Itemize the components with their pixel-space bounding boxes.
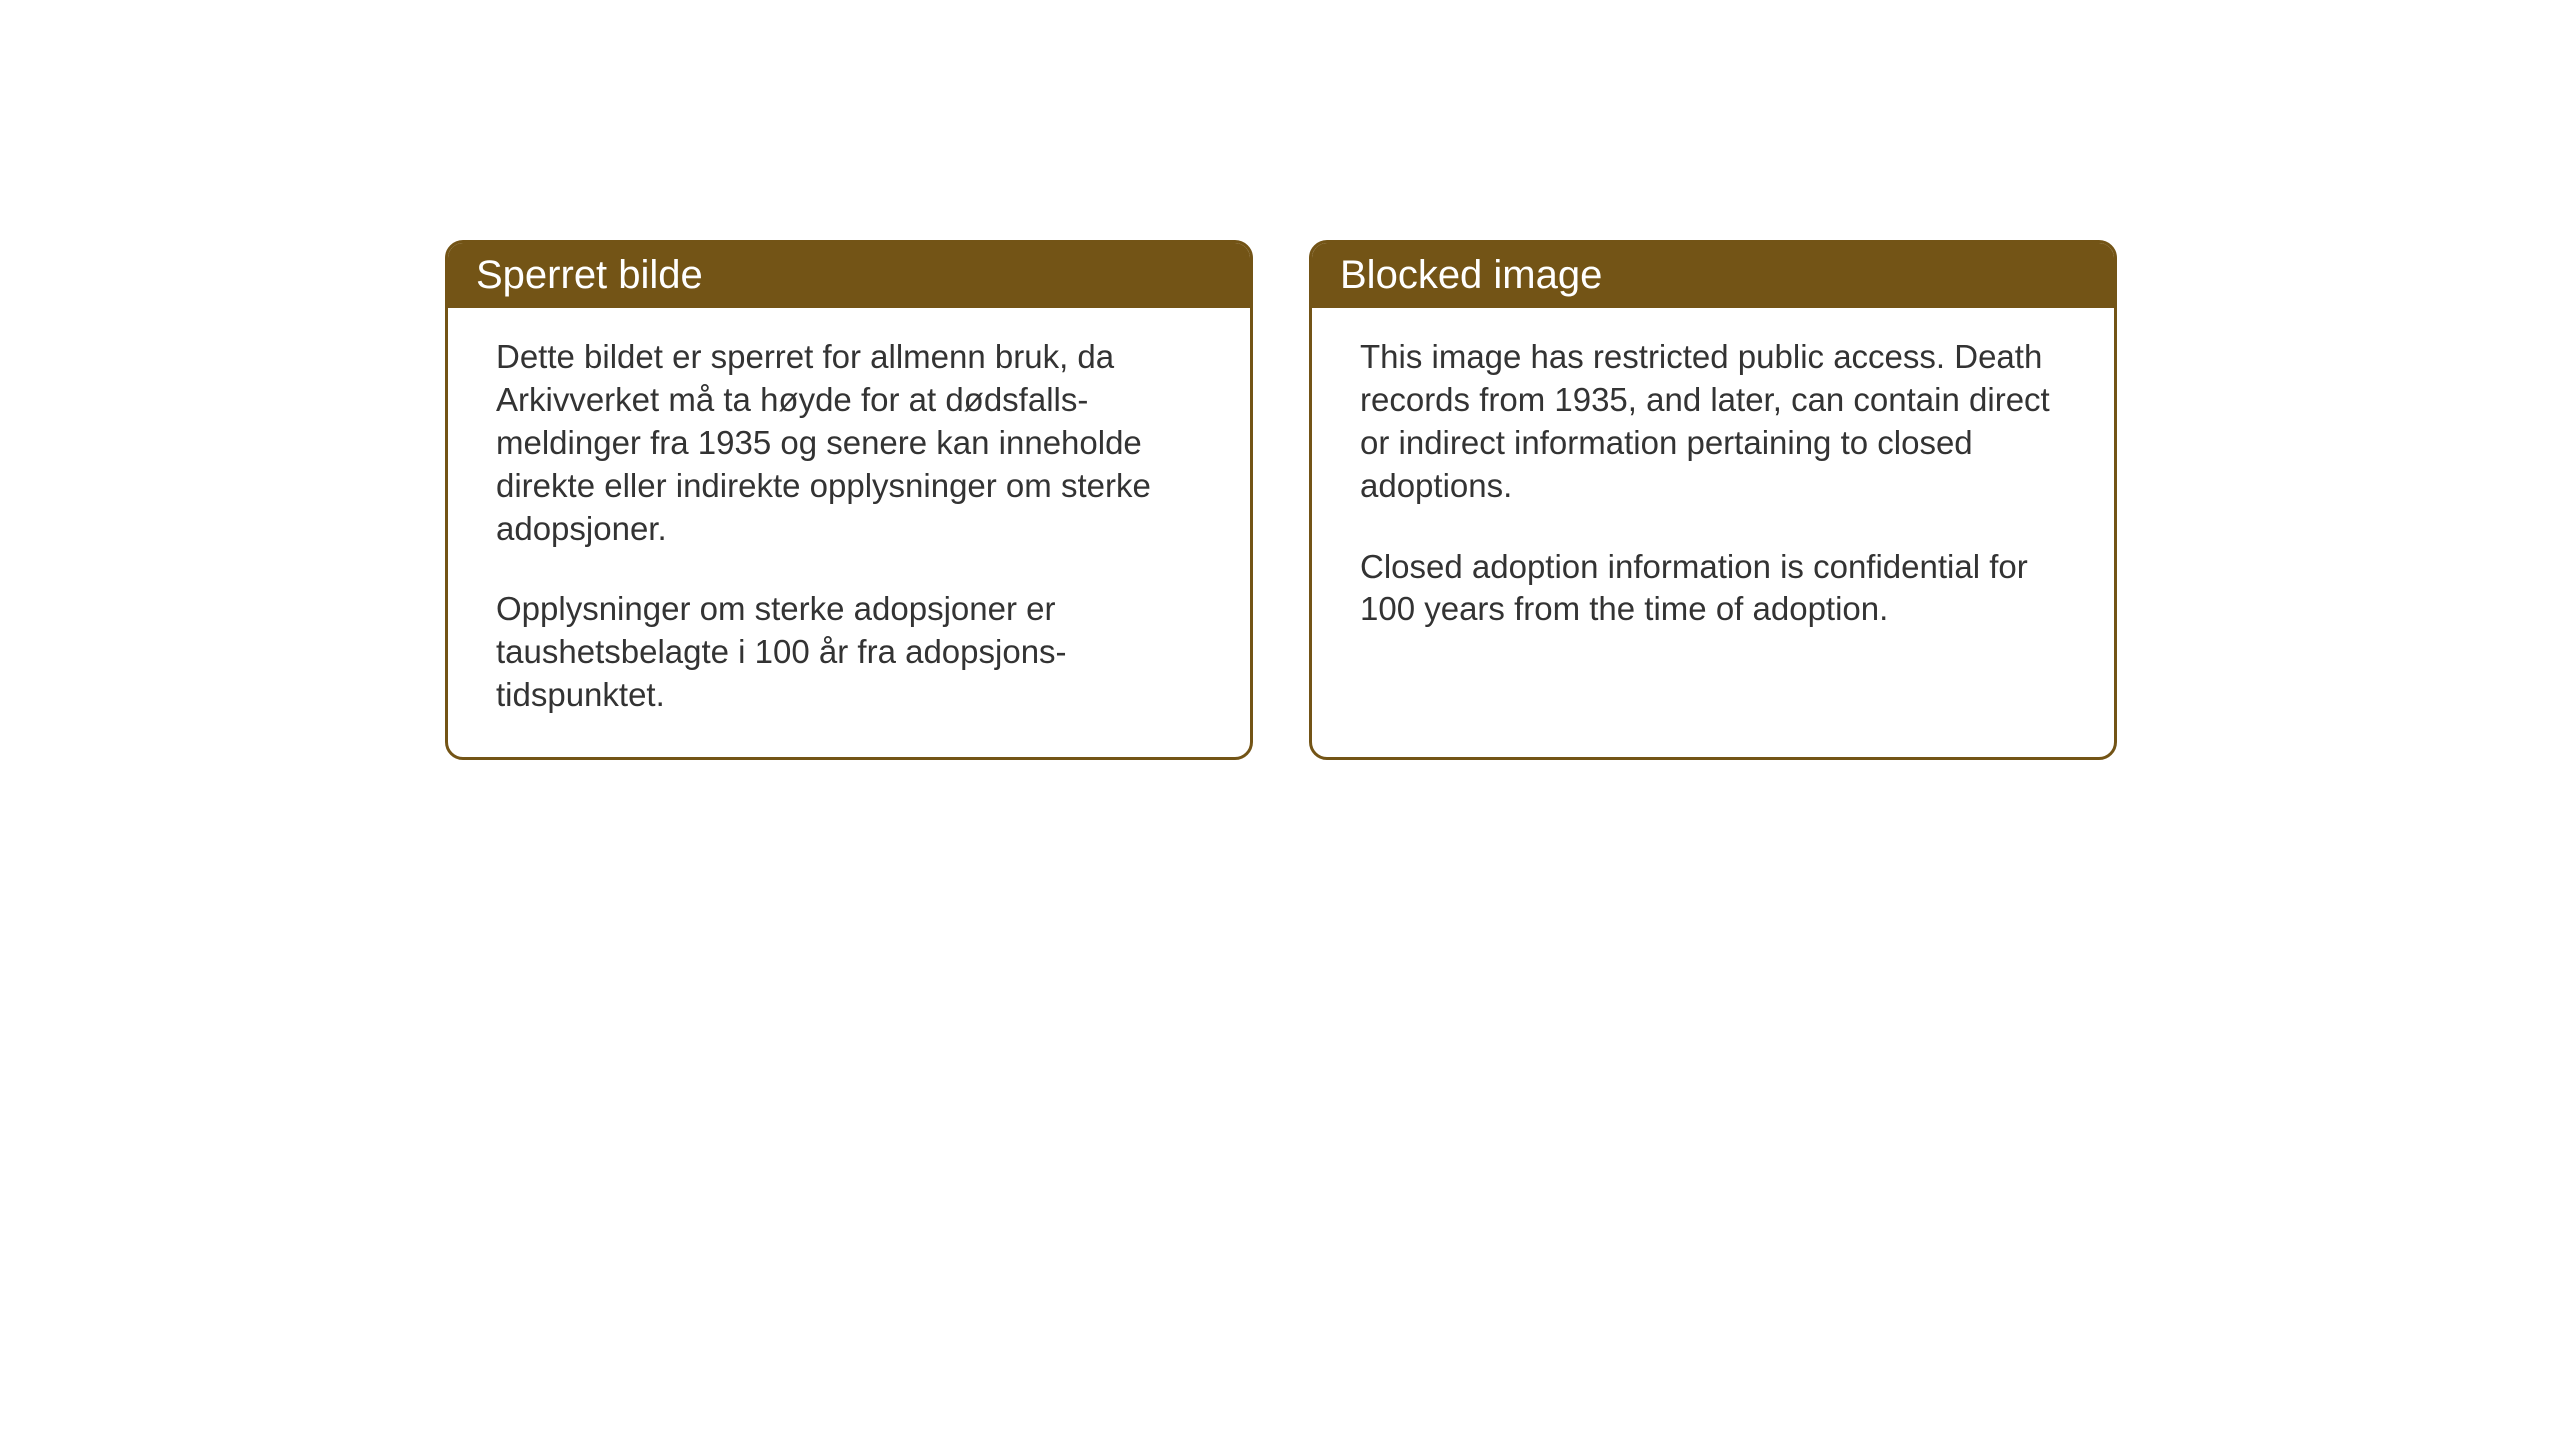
norwegian-card-title: Sperret bilde [476,253,703,297]
norwegian-paragraph-2: Opplysninger om sterke adopsjoner er tau… [496,588,1202,717]
cards-container: Sperret bilde Dette bildet er sperret fo… [0,0,2560,760]
english-card-header: Blocked image [1312,243,2114,308]
norwegian-card: Sperret bilde Dette bildet er sperret fo… [445,240,1253,760]
english-card-body: This image has restricted public access.… [1312,308,2114,671]
english-card-title: Blocked image [1340,253,1602,297]
norwegian-card-body: Dette bildet er sperret for allmenn bruk… [448,308,1250,757]
english-card: Blocked image This image has restricted … [1309,240,2117,760]
norwegian-card-header: Sperret bilde [448,243,1250,308]
norwegian-paragraph-1: Dette bildet er sperret for allmenn bruk… [496,336,1202,550]
english-paragraph-1: This image has restricted public access.… [1360,336,2066,508]
english-paragraph-2: Closed adoption information is confident… [1360,546,2066,632]
